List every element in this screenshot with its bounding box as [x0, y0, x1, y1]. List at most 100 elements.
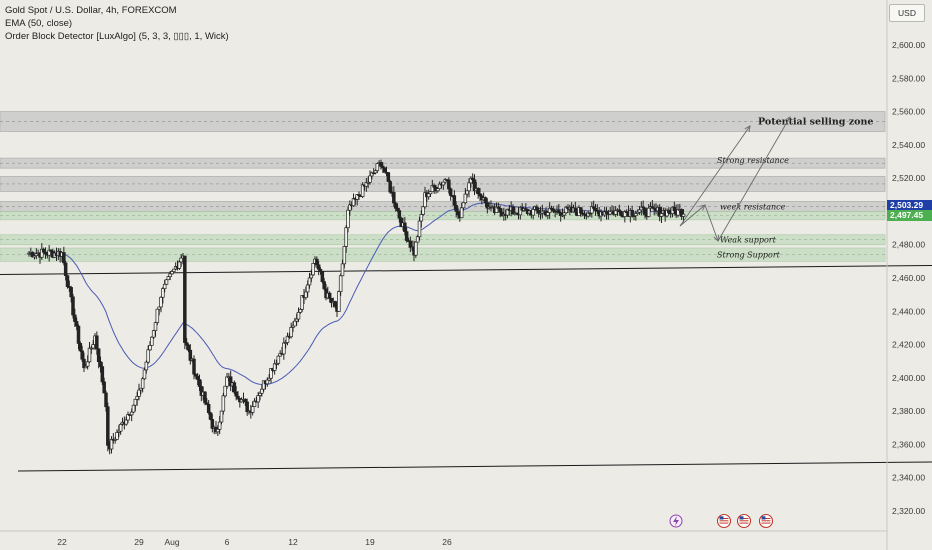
candle-body	[459, 207, 464, 219]
candle-body	[296, 311, 301, 320]
candle-body	[646, 207, 651, 217]
candle-body	[131, 404, 136, 413]
price-tick-label: 2,480.00	[892, 240, 925, 250]
candle-body	[161, 288, 165, 298]
candle-body	[225, 376, 229, 387]
candle-body	[74, 321, 79, 327]
candle-body	[135, 396, 139, 400]
candle-body	[382, 167, 387, 173]
zone-label: week resistance	[720, 202, 786, 211]
candle-body	[166, 276, 171, 281]
candle-body	[256, 395, 260, 403]
candle-body	[188, 349, 193, 361]
time-tick-label: 12	[288, 537, 298, 547]
projection-arrow	[717, 116, 791, 242]
price-tick-label: 2,520.00	[892, 173, 925, 183]
candle-body	[172, 268, 176, 272]
candle-body	[106, 406, 110, 446]
time-tick-label: 19	[365, 537, 375, 547]
candle-body	[73, 314, 77, 322]
candle-body	[340, 263, 345, 277]
projection-arrowhead	[784, 116, 791, 124]
candle-body	[65, 275, 70, 287]
candle-body	[419, 214, 424, 222]
candle-body	[150, 336, 154, 346]
time-tick-label: 22	[57, 537, 67, 547]
candle-body	[304, 291, 308, 298]
time-tick-label: 6	[225, 537, 230, 547]
symbol-title[interactable]: Gold Spot / U.S. Dollar, 4h, FOREXCOM	[5, 5, 177, 16]
candle-body	[316, 264, 321, 270]
candle-body	[95, 335, 99, 350]
projection-arrow	[679, 204, 706, 227]
candle-body	[327, 292, 332, 299]
candle-body	[307, 277, 312, 286]
candle-body	[315, 258, 319, 266]
candle-body	[370, 172, 374, 177]
candle-body	[91, 344, 95, 349]
lightning-icon	[673, 516, 679, 526]
projection-arrow	[679, 125, 751, 227]
candle-body	[557, 210, 561, 213]
flag-canton	[719, 516, 724, 520]
candle-body	[210, 419, 215, 429]
candle-body	[228, 376, 233, 387]
candle-body	[346, 209, 350, 229]
candle-body	[252, 400, 257, 408]
candle-body	[85, 361, 90, 367]
candle-body	[30, 252, 35, 258]
candle-body	[386, 172, 391, 182]
candle-body	[344, 227, 348, 247]
candle-body	[219, 410, 224, 423]
order-block-indicator-label[interactable]: Order Block Detector [LuxAlgo] (5, 3, 3,…	[5, 31, 229, 42]
candle-body	[217, 421, 222, 430]
ema-indicator-label[interactable]: EMA (50, close)	[5, 18, 73, 29]
flag-canton	[739, 516, 744, 520]
candle-body	[164, 279, 169, 285]
candle-body	[153, 322, 158, 331]
price-tick-label: 2,380.00	[892, 406, 925, 416]
candle-body	[404, 231, 409, 241]
candle-body	[133, 398, 138, 406]
currency-button[interactable]: USD	[889, 4, 925, 22]
candle-body	[573, 207, 578, 213]
candle-body	[216, 428, 220, 433]
price-tick-label: 2,600.00	[892, 40, 925, 50]
candle-body	[234, 391, 238, 397]
candle-body	[426, 193, 431, 198]
candle-body	[148, 345, 152, 351]
candle-body	[146, 349, 150, 363]
candle-body	[498, 208, 502, 213]
candle-body	[375, 163, 380, 172]
candle-body	[368, 175, 372, 183]
candle-body	[197, 379, 202, 387]
candle-body	[619, 211, 623, 216]
candle-body	[309, 274, 314, 279]
candle-body	[428, 191, 433, 195]
candle-body	[115, 432, 119, 440]
candle-body	[170, 271, 174, 275]
candle-body	[69, 287, 73, 298]
candle-body	[206, 403, 211, 414]
candle-body	[630, 210, 634, 216]
candle-body	[672, 206, 677, 211]
candle-body	[337, 291, 341, 312]
candle-body	[465, 190, 469, 195]
candle-body	[223, 385, 227, 397]
candle-body	[104, 392, 108, 408]
candle-body	[40, 248, 44, 258]
candle-body	[208, 412, 213, 420]
candle-body	[320, 271, 325, 282]
candle-body	[298, 308, 303, 313]
candle-body	[421, 206, 425, 215]
candle-body	[41, 248, 46, 253]
candle-body	[379, 162, 383, 167]
candle-body	[634, 213, 638, 217]
price-tick-label: 2,360.00	[892, 439, 925, 449]
candle-body	[98, 361, 103, 367]
price-tick-label: 2,420.00	[892, 340, 925, 350]
candle-body	[118, 424, 123, 432]
candle-body	[155, 308, 160, 323]
